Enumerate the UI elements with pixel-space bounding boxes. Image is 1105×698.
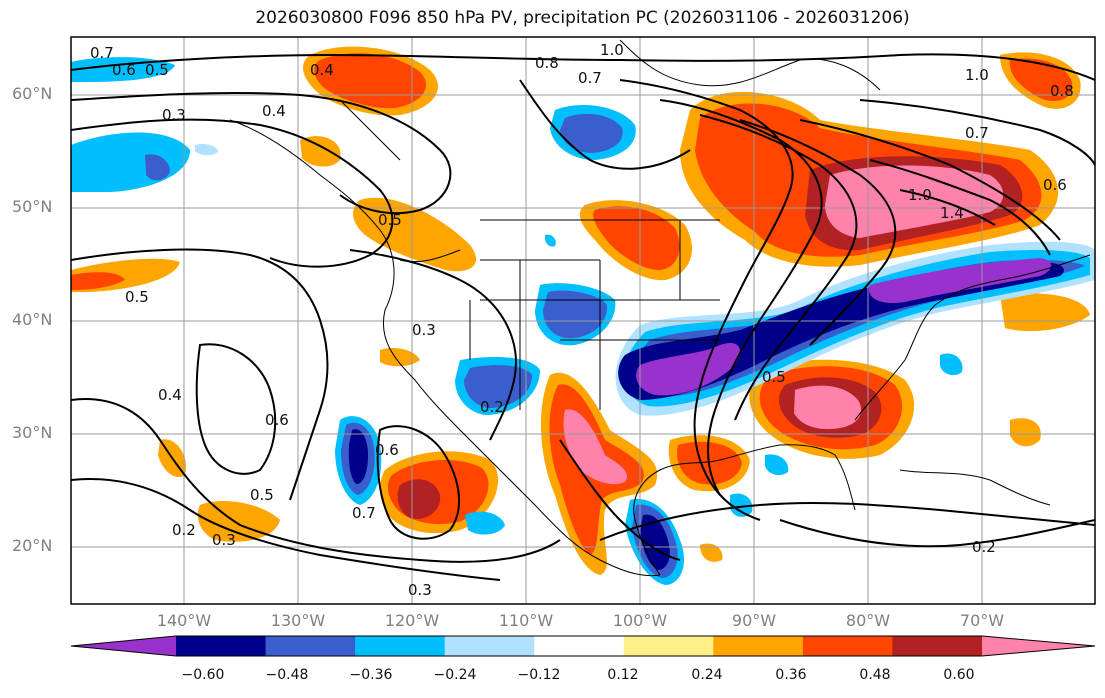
- latitude-label: 20°N: [12, 536, 53, 555]
- colorbar-tick-label: 0.60: [943, 667, 975, 683]
- contour-label: 0.7: [578, 69, 602, 87]
- colorbar-tick-label: 0.12: [607, 667, 639, 683]
- contour-label: 0.6: [265, 411, 289, 429]
- colorbar-segment: [265, 636, 356, 656]
- contour-label: 0.3: [412, 321, 436, 339]
- latitude-label: 30°N: [12, 423, 53, 442]
- longitude-label: 130°W: [270, 611, 326, 630]
- latitude-label: 50°N: [12, 197, 53, 216]
- colorbar-tick-label: 0.36: [775, 667, 807, 683]
- contour-label: 0.7: [90, 44, 114, 62]
- contour-label: 0.6: [112, 61, 136, 79]
- contour-label: 0.2: [480, 398, 504, 416]
- contour-label: 0.5: [125, 288, 149, 306]
- colorbar-segment: [802, 636, 893, 656]
- colorbar-segment: [713, 636, 804, 656]
- contour-label: 1.0: [908, 186, 932, 204]
- longitude-label: 70°W: [959, 611, 1005, 630]
- colorbar-tick-label: −0.12: [517, 667, 561, 683]
- colorbar-tick-label: −0.24: [433, 667, 477, 683]
- contour-label: 0.8: [1050, 82, 1074, 100]
- colorbar-segment: [892, 636, 983, 656]
- contour-label: 0.5: [250, 486, 274, 504]
- coastlines: [229, 39, 1091, 577]
- contour-label: 0.2: [972, 538, 996, 556]
- map-plot-area: 0.7 0.6 0.5 0.4 0.8 1.0 0.7 0.4 0.3 1.0 …: [71, 37, 1095, 604]
- map-title: 2026030800 F096 850 hPa PV, precipitatio…: [255, 8, 910, 28]
- colorbar-segment: [355, 636, 446, 656]
- contour-label: 1.0: [965, 66, 989, 84]
- colorbar-tick-label: −0.36: [349, 667, 393, 683]
- latitude-label: 60°N: [12, 84, 53, 103]
- contour-label: 0.5: [145, 61, 169, 79]
- plot-frame: [70, 36, 1096, 605]
- contour-label: 0.4: [310, 61, 334, 79]
- pv-contours: [71, 53, 1095, 581]
- longitude-label: 80°W: [845, 611, 891, 630]
- contour-labels: 0.7 0.6 0.5 0.4 0.8 1.0 0.7 0.4 0.3 1.0 …: [90, 41, 1074, 599]
- contour-label: 0.6: [1043, 176, 1067, 194]
- longitude-label: 120°W: [384, 611, 440, 630]
- longitude-label: 90°W: [731, 611, 777, 630]
- colorbar-min-arrow: [71, 636, 176, 656]
- colorbar-tick-label: 0.24: [691, 667, 723, 683]
- contour-label: 0.5: [378, 211, 402, 229]
- contour-label: 0.3: [212, 531, 236, 549]
- contour-label: 0.7: [965, 124, 989, 142]
- longitude-label: 100°W: [612, 611, 668, 630]
- contour-label: 0.3: [162, 106, 186, 124]
- contour-label: 0.2: [172, 521, 196, 539]
- contour-label: 1.4: [940, 204, 964, 222]
- contour-label: 0.7: [352, 504, 376, 522]
- latitude-label: 40°N: [12, 310, 53, 329]
- contour-label: 0.3: [408, 581, 432, 599]
- colorbar-tick-label: −0.60: [181, 667, 225, 683]
- contour-label: 0.6: [375, 441, 399, 459]
- colorbar: [70, 635, 1096, 657]
- colorbar-tick-label: 0.48: [859, 667, 891, 683]
- longitude-label: 110°W: [498, 611, 554, 630]
- contour-label: 0.4: [262, 102, 286, 120]
- longitude-label: 140°W: [156, 611, 212, 630]
- colorbar-segment: [534, 636, 625, 656]
- contour-label: 1.0: [600, 41, 624, 59]
- contour-label: 0.5: [762, 368, 786, 386]
- colorbar-segment: [444, 636, 535, 656]
- colorbar-tick-label: −0.48: [265, 667, 309, 683]
- contour-label: 0.4: [158, 386, 182, 404]
- colorbar-segment: [623, 636, 714, 656]
- colorbar-segment: [176, 636, 267, 656]
- contour-label: 0.8: [535, 54, 559, 72]
- colorbar-max-arrow: [982, 636, 1095, 656]
- graticule: [71, 37, 1095, 604]
